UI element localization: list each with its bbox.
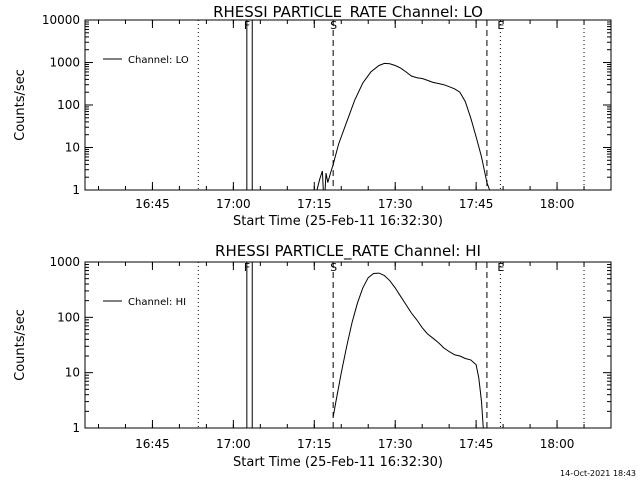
y-tick-label: 10000	[42, 13, 80, 27]
x-axis-label: Start Time (25-Feb-11 16:32:30)	[233, 455, 443, 470]
event-marker-label: F	[244, 19, 250, 32]
legend-label: Channel: LO	[128, 55, 189, 66]
y-tick-label: 10	[65, 366, 80, 380]
y-tick-label: 1000	[49, 56, 80, 70]
x-tick-label: 16:45	[135, 197, 170, 211]
x-tick-label: 17:15	[297, 197, 332, 211]
x-axis-label: Start Time (25-Feb-11 16:32:30)	[233, 214, 443, 229]
plot-frame	[84, 261, 612, 429]
x-tick-label: 17:30	[378, 437, 413, 451]
series-line	[332, 272, 484, 429]
hi-channel-panel: RHESSI PARTICLE_RATE Channel: HI 16:45 17:…	[13, 242, 612, 470]
y-tick-label: 100	[57, 310, 80, 324]
event-marker-label: E	[497, 261, 504, 274]
x-tick-label: 17:45	[459, 437, 494, 451]
chart-title: RHESSI PARTICLE_RATE Channel: LO	[213, 3, 483, 22]
x-tick-label: 18:00	[540, 197, 575, 211]
figure-timestamp: 14-Oct-2021 18:43	[560, 469, 636, 478]
plot-frame	[84, 19, 612, 191]
y-tick-label: 10	[65, 141, 80, 155]
x-tick-label: 17:30	[378, 197, 413, 211]
legend-label: Channel: HI	[128, 297, 186, 308]
y-tick-label: 1000	[49, 255, 80, 269]
event-marker-label: F	[244, 261, 250, 274]
event-marker-label: S	[330, 261, 337, 274]
event-marker-label: E	[497, 19, 504, 32]
x-tick-label: 17:00	[216, 437, 251, 451]
y-axis-label: Counts/sec	[13, 309, 28, 381]
x-tick-label: 17:00	[216, 197, 251, 211]
series-line	[316, 62, 491, 191]
y-tick-label: 100	[57, 98, 80, 112]
x-tick-label: 17:45	[459, 197, 494, 211]
x-tick-label: 18:00	[540, 437, 575, 451]
x-tick-label: 17:15	[297, 437, 332, 451]
y-axis-label: Counts/sec	[13, 69, 28, 141]
chart-title: RHESSI PARTICLE_RATE Channel: HI	[215, 242, 481, 261]
x-tick-label: 16:45	[135, 437, 170, 451]
lo-channel-panel: RHESSI PARTICLE_RATE Channel: LO 16:45 17:…	[13, 3, 612, 229]
event-marker-label: S	[330, 19, 337, 32]
y-tick-label: 1	[72, 421, 80, 435]
y-tick-label: 1	[72, 183, 80, 197]
